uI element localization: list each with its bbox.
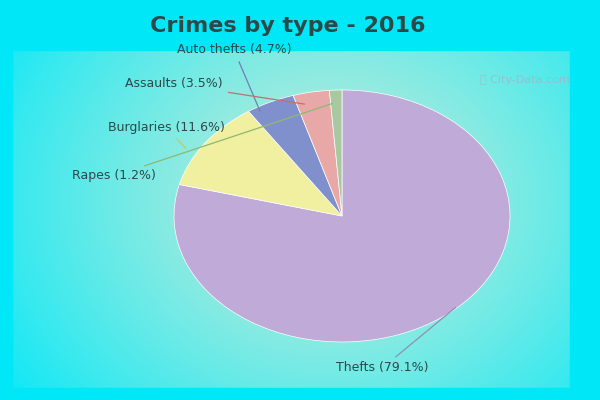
Text: Crimes by type - 2016: Crimes by type - 2016 [150,16,426,36]
Wedge shape [293,90,342,216]
Text: Burglaries (11.6%): Burglaries (11.6%) [108,122,225,148]
Bar [0,0,600,50]
Bar [0,0,12,400]
Wedge shape [329,90,342,216]
Bar [570,0,600,400]
Text: Auto thefts (4.7%): Auto thefts (4.7%) [176,44,292,111]
Bar [0,388,600,400]
Wedge shape [174,90,510,342]
Text: Thefts (79.1%): Thefts (79.1%) [336,308,455,374]
Wedge shape [179,111,342,216]
Text: Rapes (1.2%): Rapes (1.2%) [72,104,332,182]
Wedge shape [248,96,342,216]
Text: ⓘ City-Data.com: ⓘ City-Data.com [480,75,570,85]
Text: Assaults (3.5%): Assaults (3.5%) [125,78,304,104]
